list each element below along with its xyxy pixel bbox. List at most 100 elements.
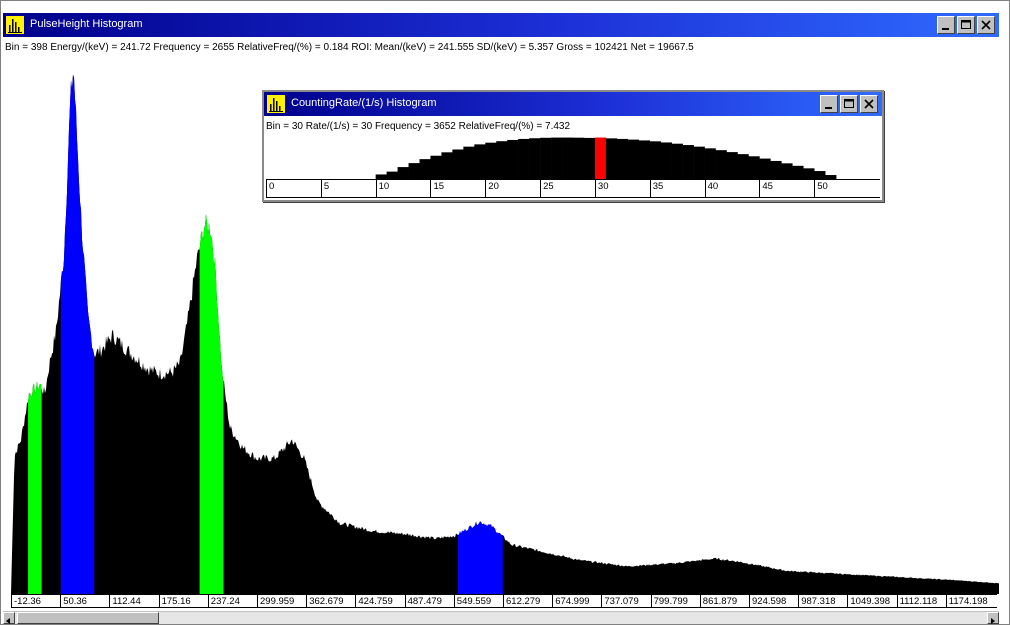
rate-bar (485, 142, 497, 179)
energy-tick-label: 737.079 (601, 595, 639, 608)
rate-bar (474, 144, 486, 179)
rate-bar (452, 149, 464, 179)
energy-tick-label: 861.879 (699, 595, 737, 608)
energy-tick-label: 237.24 (207, 595, 240, 608)
rate-tick-label: 10 (375, 180, 389, 198)
rate-tick-label: 15 (430, 180, 444, 198)
rate-bar (726, 152, 738, 179)
cursor-status-readout: Bin = 398 Energy/(keV) = 241.72 Frequenc… (5, 42, 694, 53)
rate-bar (419, 159, 431, 179)
rate-bar (814, 171, 826, 179)
histogram-app-icon[interactable] (267, 95, 285, 113)
energy-tick-label: 1049.398 (847, 595, 890, 608)
rate-tick-label: 20 (485, 180, 499, 198)
rate-bar (386, 171, 398, 179)
rate-bar (715, 150, 727, 179)
energy-tick-label: 299.959 (257, 595, 294, 608)
energy-tick-label: 1112.118 (896, 595, 937, 608)
rate-bar (616, 138, 629, 179)
rate-tick-label: 25 (540, 180, 554, 198)
arrow-right-icon (991, 618, 995, 624)
maximize-icon (844, 99, 854, 108)
rate-tick-label: 50 (814, 180, 828, 198)
rate-bar (770, 160, 782, 179)
pulseheight-histogram-plot[interactable] (11, 55, 999, 594)
histogram-app-icon[interactable] (6, 16, 24, 34)
energy-tick-label: 112.44 (109, 595, 141, 608)
scroll-left-button[interactable] (3, 612, 15, 624)
close-icon (981, 20, 991, 30)
child-maximize-button[interactable] (840, 95, 858, 113)
horizontal-scrollbar[interactable] (3, 611, 999, 624)
rate-bar (507, 139, 519, 179)
rate-bar (671, 143, 683, 179)
arrow-left-icon (6, 618, 10, 624)
rate-bar (682, 145, 694, 179)
rate-tick-label: 0 (266, 180, 274, 198)
rate-bar (397, 167, 409, 179)
child-close-button[interactable] (860, 95, 878, 113)
close-icon (864, 99, 874, 109)
energy-tick-label: 50.36 (60, 595, 87, 608)
rate-bar (792, 165, 804, 179)
rate-tick-label: 35 (649, 180, 663, 198)
rate-bar (583, 137, 596, 179)
child-minimize-button[interactable] (820, 95, 838, 113)
maximize-button[interactable] (957, 16, 975, 34)
minimize-icon (825, 107, 832, 109)
rate-tick-label: 45 (759, 180, 773, 198)
child-cursor-status-readout: Bin = 30 Rate/(1/s) = 30 Frequency = 365… (266, 121, 571, 132)
spectrum-histogram (11, 74, 999, 594)
scroll-right-button[interactable] (987, 612, 999, 624)
energy-axis: -12.36 50.36 112.44 175.16 237.24 299.959 362.… (11, 594, 997, 608)
rate-bar (408, 163, 420, 179)
rate-bar (518, 138, 530, 179)
rate-bar (825, 175, 837, 179)
roi-region-3 (199, 214, 224, 594)
energy-tick-label: 799.799 (650, 595, 688, 608)
energy-tick-label: 674.999 (552, 595, 590, 608)
scroll-thumb[interactable] (17, 612, 159, 624)
rate-bar (529, 138, 541, 179)
close-button[interactable] (977, 16, 995, 34)
rate-bar (496, 141, 508, 179)
rate-bar (573, 137, 585, 179)
energy-tick-label: 487.479 (404, 595, 442, 608)
selected-rate-bar (594, 137, 607, 179)
rate-tick-label: 30 (594, 180, 609, 198)
rate-bar (693, 146, 705, 179)
roi-region-1 (28, 381, 42, 594)
rate-bar (375, 174, 387, 179)
rate-bar (704, 148, 716, 179)
roi-region-2 (60, 74, 95, 594)
rate-bar (562, 137, 574, 179)
rate-bar (759, 158, 771, 179)
countingrate-histogram-plot[interactable] (266, 134, 880, 179)
rate-bar (781, 163, 793, 179)
window-title: PulseHeight Histogram (30, 18, 143, 30)
minimize-button[interactable] (937, 16, 955, 34)
energy-tick-label: 612.279 (503, 595, 540, 608)
energy-tick-label: -12.36 (11, 595, 41, 608)
energy-tick-label: 362.679 (306, 595, 344, 608)
rate-bar (748, 156, 760, 179)
energy-tick-label: 924.598 (749, 595, 786, 608)
countingrate-window: CountingRate/(1/s) Histogram Bin = 30 Ra… (262, 90, 884, 202)
rate-tick-label: 5 (320, 180, 329, 198)
energy-tick-label: 424.759 (355, 595, 393, 608)
maximize-icon (961, 20, 971, 29)
rate-bar (627, 139, 640, 179)
rate-bar (463, 146, 475, 179)
pulseheight-titlebar[interactable]: PulseHeight Histogram (3, 13, 999, 37)
rate-bar (660, 142, 672, 179)
energy-tick-label: 1174.198 (945, 595, 988, 608)
rate-bar (540, 137, 552, 179)
rate-tick-label: 40 (704, 180, 718, 198)
energy-tick-label: 175.16 (158, 595, 191, 608)
rate-bar (430, 155, 442, 179)
countingrate-titlebar[interactable]: CountingRate/(1/s) Histogram (264, 92, 882, 116)
rate-bar (737, 154, 749, 179)
rate-bar (605, 138, 618, 179)
child-window-title: CountingRate/(1/s) Histogram (291, 97, 437, 109)
rate-bar (551, 137, 563, 179)
